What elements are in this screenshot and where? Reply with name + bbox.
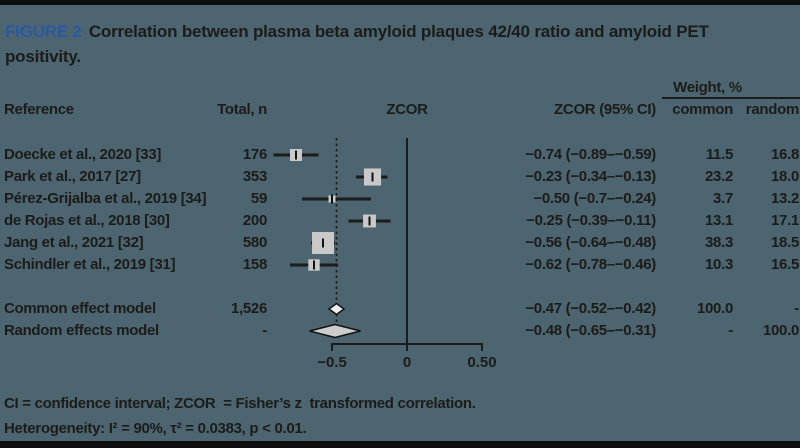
figure-number-label: FIGURE 2 [5, 22, 82, 41]
study-row-study-reference: de Rojas et al., 2018 [30] [4, 212, 170, 229]
header-weight-common: common [672, 101, 733, 118]
x-axis-tick-label: 0.50 [467, 354, 496, 371]
header-weight-random: random [745, 101, 800, 118]
model-row-study-reference: Common effect model [4, 300, 156, 317]
study-row-study-reference: Schindler et al., 2019 [31] [4, 256, 176, 273]
study-row-weight-common-value: 23.2 [705, 168, 733, 185]
study-row-study-zcor-ci: −0.56 (−0.64–−0.48) [525, 234, 656, 251]
model-row-study-zcor-ci: −0.47 (−0.52–−0.42) [525, 300, 656, 317]
study-row-weight-random-value: 17.1 [771, 212, 799, 229]
study-row-study-total: 580 [242, 234, 267, 251]
model-row-study-total: - [262, 322, 267, 339]
header-reference: Reference [4, 101, 74, 118]
footer-abbreviations: CI = confidence interval; ZCOR = Fisher’… [4, 395, 476, 412]
bottom-frame-bar [0, 441, 800, 448]
study-row-weight-common-value: 10.3 [705, 256, 733, 273]
study-row-study-zcor-ci: −0.25 (−0.39–−0.11) [526, 212, 656, 229]
study-row-study-total: 176 [242, 146, 267, 163]
figure-title: FIGURE 2 Correlation between plasma beta … [5, 19, 771, 69]
study-row-weight-common-value: 13.1 [705, 212, 733, 229]
model-row-weight-random-value: 100.0 [762, 322, 799, 339]
top-frame-bar [0, 0, 800, 5]
figure-title-text: Correlation between plasma beta amyloid … [5, 22, 709, 66]
weight-header-underline [662, 97, 800, 99]
model-row-study-reference: Random effects model [4, 322, 159, 339]
study-row-study-total: 200 [242, 212, 267, 229]
model-row-weight-random-value: - [794, 300, 799, 317]
study-row-study-reference: Doecke et al., 2020 [33] [4, 146, 162, 163]
study-row-study-zcor-ci: −0.62 (−0.78–−0.46) [525, 256, 656, 273]
study-row-weight-random-value: 13.2 [771, 190, 799, 207]
header-weight-group: Weight, % [673, 79, 742, 96]
study-row-weight-random-value: 18.0 [771, 168, 799, 185]
study-row-study-reference: Jang et al., 2021 [32] [4, 234, 144, 251]
study-row-study-reference: Pérez-Grijalba et al., 2019 [34] [4, 190, 207, 207]
header-total-n: Total, n [217, 101, 267, 118]
study-row-weight-random-value: 18.5 [771, 234, 799, 251]
study-row-weight-random-value: 16.5 [771, 256, 799, 273]
model-row-weight-common-value: 100.0 [696, 300, 733, 317]
study-row-study-total: 353 [242, 168, 267, 185]
model-row-weight-common-value: - [728, 322, 733, 339]
study-row-study-total: 158 [242, 256, 267, 273]
study-row-weight-random-value: 16.8 [771, 146, 799, 163]
footer-heterogeneity: Heterogeneity: I² = 90%, τ² = 0.0383, p … [4, 420, 307, 437]
study-row-study-zcor-ci: −0.50 (−0.7–−0.24) [533, 190, 656, 207]
header-zcor-ci: ZCOR (95% CI) [554, 101, 656, 118]
study-row-weight-common-value: 3.7 [713, 190, 733, 207]
x-axis-tick-label: 0 [403, 354, 411, 371]
header-zcor: ZCOR [386, 101, 428, 118]
random-effects-diamond [309, 323, 361, 339]
x-axis-tick-label: −0.5 [317, 354, 347, 371]
study-row-study-reference: Park et al., 2017 [27] [4, 168, 141, 185]
study-row-study-zcor-ci: −0.23 (−0.34–−0.13) [525, 168, 656, 185]
common-effect-diamond [327, 302, 346, 316]
study-row-weight-common-value: 38.3 [705, 234, 733, 251]
study-row-study-total: 59 [250, 190, 267, 207]
model-row-study-zcor-ci: −0.48 (−0.65–−0.31) [525, 322, 656, 339]
study-row-weight-common-value: 11.5 [705, 146, 733, 163]
study-row-study-zcor-ci: −0.74 (−0.89–−0.59) [525, 146, 656, 163]
model-row-study-total: 1,526 [230, 300, 267, 317]
